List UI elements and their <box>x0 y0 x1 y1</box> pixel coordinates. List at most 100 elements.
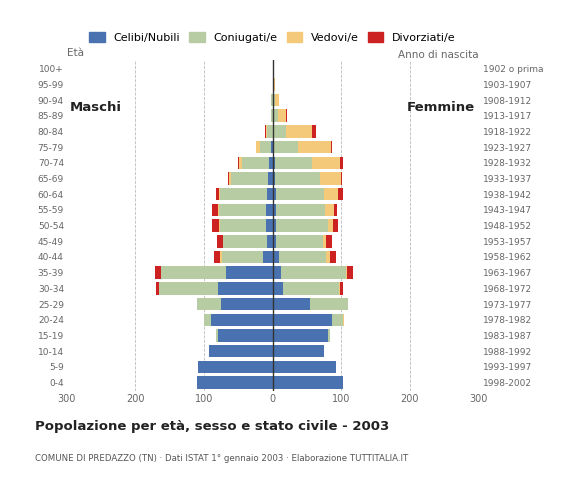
Bar <box>325 204 334 216</box>
Bar <box>328 219 333 232</box>
Bar <box>273 360 336 373</box>
Bar <box>226 266 273 279</box>
Bar <box>322 235 326 248</box>
Bar <box>275 156 313 169</box>
Text: Popolazione per età, sesso e stato civile - 2003: Popolazione per età, sesso e stato civil… <box>35 420 389 432</box>
Bar <box>267 188 273 201</box>
Bar <box>340 156 343 169</box>
Bar <box>198 360 273 373</box>
Bar <box>216 188 219 201</box>
Bar <box>268 172 273 185</box>
Bar <box>267 235 273 248</box>
Bar <box>155 266 161 279</box>
Bar <box>260 141 270 154</box>
Bar <box>273 204 276 216</box>
Bar <box>283 282 339 295</box>
Bar <box>281 266 346 279</box>
Bar <box>222 251 263 263</box>
Bar <box>276 94 280 106</box>
Bar <box>266 219 273 232</box>
Bar <box>346 266 347 279</box>
Bar <box>197 376 273 389</box>
Bar <box>273 219 276 232</box>
Text: Femmine: Femmine <box>407 101 475 114</box>
Bar <box>238 156 239 169</box>
Text: COMUNE DI PREDAZZO (TN) · Dati ISTAT 1° gennaio 2003 · Elaborazione TUTTITALIA.I: COMUNE DI PREDAZZO (TN) · Dati ISTAT 1° … <box>35 454 408 463</box>
Bar <box>320 172 340 185</box>
Bar <box>276 188 324 201</box>
Bar <box>271 94 273 106</box>
Bar <box>273 266 281 279</box>
Legend: Celibi/Nubili, Coniugati/e, Vedovi/e, Divorziati/e: Celibi/Nubili, Coniugati/e, Vedovi/e, Di… <box>89 33 456 43</box>
Bar <box>273 156 275 169</box>
Bar <box>218 282 273 295</box>
Bar <box>273 94 275 106</box>
Bar <box>265 125 266 138</box>
Bar <box>326 251 329 263</box>
Bar <box>269 156 273 169</box>
Bar <box>273 235 276 248</box>
Bar <box>287 125 313 138</box>
Text: Anno di nascita: Anno di nascita <box>398 50 478 60</box>
Bar <box>278 109 287 122</box>
Bar <box>212 219 219 232</box>
Bar <box>231 172 268 185</box>
Bar <box>223 235 267 248</box>
Bar <box>220 188 267 201</box>
Bar <box>220 251 222 263</box>
Bar <box>204 313 211 326</box>
Bar <box>340 172 342 185</box>
Bar <box>333 219 339 232</box>
Bar <box>221 298 273 311</box>
Bar <box>324 188 338 201</box>
Bar <box>229 172 231 185</box>
Bar <box>310 298 348 311</box>
Bar <box>331 141 332 154</box>
Bar <box>276 204 325 216</box>
Bar <box>160 282 218 295</box>
Bar <box>340 282 343 295</box>
Bar <box>329 251 336 263</box>
Bar <box>217 235 223 248</box>
Bar <box>266 204 273 216</box>
Bar <box>266 125 267 138</box>
Bar <box>156 282 160 295</box>
Bar <box>273 109 278 122</box>
Bar <box>161 266 226 279</box>
Bar <box>263 251 273 263</box>
Bar <box>219 219 220 232</box>
Bar <box>338 188 343 201</box>
Bar <box>273 282 283 295</box>
Bar <box>212 204 218 216</box>
Bar <box>218 204 219 216</box>
Bar <box>228 172 229 185</box>
Bar <box>276 235 322 248</box>
Bar <box>220 219 266 232</box>
Bar <box>276 172 320 185</box>
Bar <box>239 156 242 169</box>
Bar <box>343 313 344 326</box>
Bar <box>273 376 343 389</box>
Bar <box>270 109 273 122</box>
Bar <box>209 345 273 358</box>
Bar <box>213 251 220 263</box>
Bar <box>273 78 275 91</box>
Bar <box>326 235 332 248</box>
Bar <box>256 141 260 154</box>
Bar <box>274 141 298 154</box>
Bar <box>273 345 324 358</box>
Bar <box>273 125 287 138</box>
Bar <box>273 298 310 311</box>
Bar <box>267 125 273 138</box>
Bar <box>313 156 340 169</box>
Bar <box>280 251 326 263</box>
Bar <box>219 204 266 216</box>
Bar <box>219 188 220 201</box>
Bar <box>270 141 273 154</box>
Bar <box>339 282 340 295</box>
Bar <box>218 329 273 342</box>
Bar <box>273 188 276 201</box>
Bar <box>216 329 218 342</box>
Bar <box>298 141 331 154</box>
Bar <box>276 219 328 232</box>
